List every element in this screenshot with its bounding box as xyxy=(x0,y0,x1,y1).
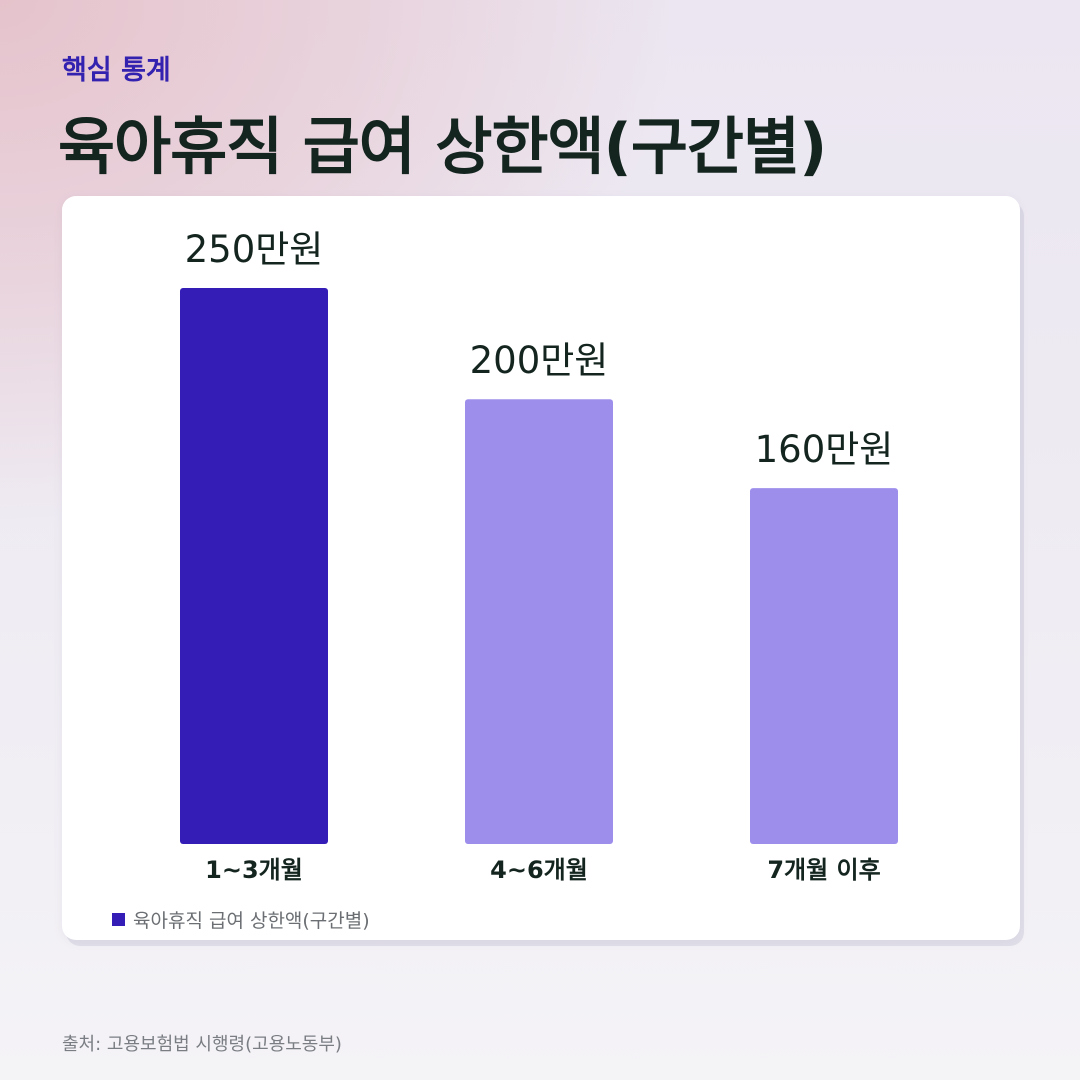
value-label-2: 200만원 xyxy=(470,339,609,382)
bar-chart: 250만원 1~3개월 200만원 4~6개월 160만원 7개월 이후 xyxy=(180,228,898,884)
category-label-3: 7개월 이후 xyxy=(767,856,880,884)
value-label-1: 250만원 xyxy=(185,228,324,271)
bar-3 xyxy=(750,488,898,844)
value-label-3: 160만원 xyxy=(755,428,894,471)
bar-2 xyxy=(465,399,613,844)
source-note: 출처: 고용보험법 시행령(고용노동부) xyxy=(62,1034,342,1055)
page-title: 육아휴직 급여 상한액(구간별) xyxy=(58,110,827,183)
legend-label: 육아휴직 급여 상한액(구간별) xyxy=(133,910,370,932)
page-kicker: 핵심 통계 xyxy=(62,55,171,86)
category-label-1: 1~3개월 xyxy=(205,856,303,884)
legend-swatch xyxy=(112,913,125,926)
category-label-2: 4~6개월 xyxy=(490,856,588,884)
chart-card: 250만원 1~3개월 200만원 4~6개월 160만원 7개월 이후 육아휴직 급여 … xyxy=(62,196,1020,940)
bar-1 xyxy=(180,288,328,844)
chart-legend: 육아휴직 급여 상한액(구간별) xyxy=(112,906,370,933)
